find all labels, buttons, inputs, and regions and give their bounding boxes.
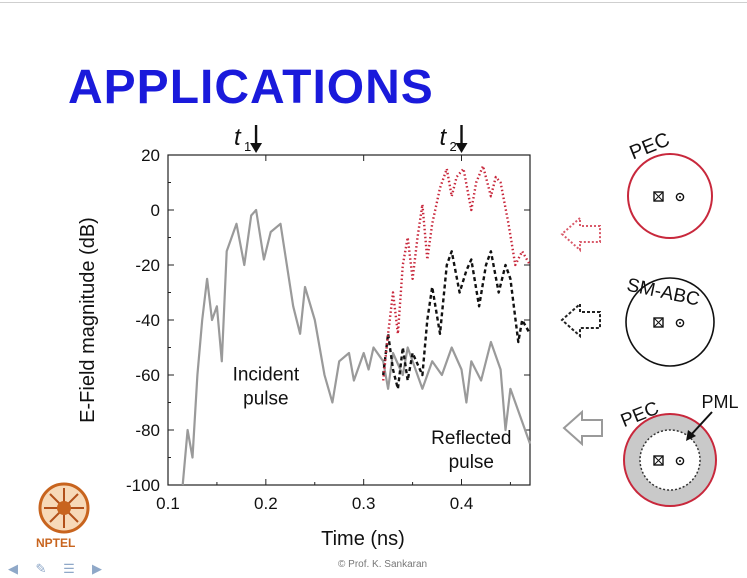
credit-text: © Prof. K. Sankaran xyxy=(338,559,428,570)
time-marker-arrowhead xyxy=(455,143,468,153)
next-arrow-icon[interactable]: ▶ xyxy=(92,561,102,576)
x-tick-label: 0.2 xyxy=(254,494,278,513)
time-marker-subscript: 2 xyxy=(450,139,457,154)
slide-nav-bar: ◀ ✎ ☰ ▶ xyxy=(2,560,132,578)
annotation-text: pulse xyxy=(449,452,494,473)
annotation-text: Reflected xyxy=(431,428,511,449)
y-tick-label: -60 xyxy=(135,366,160,385)
x-tick-label: 0.4 xyxy=(450,494,474,513)
series-line-solid xyxy=(181,208,532,486)
time-marker-label: t xyxy=(440,124,448,151)
nptel-label: NPTEL xyxy=(36,536,76,550)
menu-icon[interactable]: ☰ xyxy=(63,561,75,576)
y-tick-label: -80 xyxy=(135,421,160,440)
annotation-text: Incident xyxy=(233,365,300,386)
y-tick-label: 20 xyxy=(141,146,160,165)
pen-icon[interactable]: ✎ xyxy=(35,561,47,576)
y-axis-label: E-Field magnitude (dB) xyxy=(77,217,99,423)
time-marker-arrowhead xyxy=(250,143,263,153)
x-tick-label: 0.3 xyxy=(352,494,376,513)
x-axis-label: Time (ns) xyxy=(321,528,405,550)
slide-title: APPLICATIONS xyxy=(68,61,434,114)
time-marker-subscript: 1 xyxy=(244,139,251,154)
nptel-logo xyxy=(38,482,90,534)
annotation-text: pulse xyxy=(243,389,288,410)
time-marker-label: t xyxy=(234,124,242,151)
top-divider xyxy=(0,2,747,3)
x-tick-label: 0.1 xyxy=(156,494,180,513)
y-tick-label: 0 xyxy=(151,201,160,220)
y-tick-label: -20 xyxy=(135,256,160,275)
y-tick-label: -100 xyxy=(126,476,160,495)
y-tick-label: -40 xyxy=(135,311,160,330)
prev-arrow-icon[interactable]: ◀ xyxy=(8,561,18,576)
series-line-dashed xyxy=(382,250,532,390)
